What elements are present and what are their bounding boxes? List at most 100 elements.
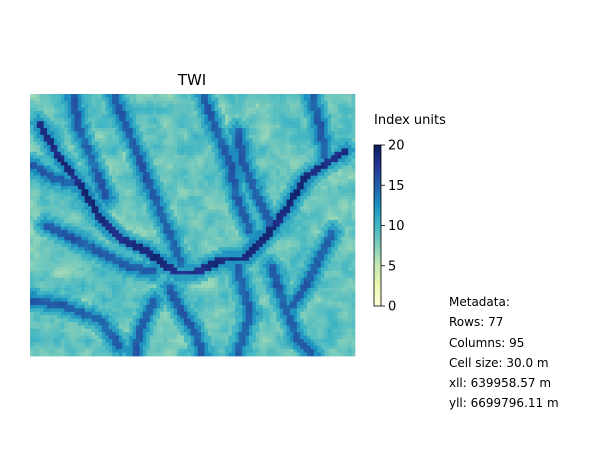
heatmap-cell <box>266 223 270 228</box>
heatmap-cell <box>47 219 51 224</box>
heatmap-cell <box>204 172 209 177</box>
heatmap-cell <box>177 158 181 163</box>
heatmap-cell <box>269 253 274 258</box>
heatmap-cell <box>57 107 62 112</box>
heatmap-cell <box>146 270 151 275</box>
heatmap-cell <box>351 240 356 245</box>
heatmap-cell <box>122 236 127 241</box>
heatmap-cell <box>286 158 291 163</box>
heatmap-cell <box>139 111 144 115</box>
heatmap-cell <box>149 148 154 153</box>
heatmap-cell <box>125 175 130 180</box>
heatmap-cell <box>214 199 219 204</box>
heatmap-cell <box>173 257 178 262</box>
heatmap-cell <box>125 270 130 275</box>
heatmap-cell <box>334 230 339 234</box>
heatmap-cell <box>112 182 116 187</box>
heatmap-cell <box>300 141 305 146</box>
heatmap-cell <box>91 131 96 136</box>
heatmap-cell <box>190 162 195 166</box>
heatmap-cell <box>303 155 308 159</box>
heatmap-cell <box>320 189 325 194</box>
heatmap-cell <box>115 260 120 265</box>
heatmap-cell <box>77 233 82 238</box>
heatmap-cell <box>214 138 219 142</box>
heatmap-cell <box>57 216 62 221</box>
heatmap-cell <box>166 124 171 129</box>
heatmap-cell <box>255 230 260 234</box>
heatmap-cell <box>231 185 236 190</box>
heatmap-cell <box>43 260 48 265</box>
heatmap-cell <box>98 192 103 197</box>
heatmap-cell <box>33 100 38 105</box>
heatmap-cell <box>351 213 356 217</box>
heatmap-cell <box>190 192 195 197</box>
heatmap-cell <box>235 175 240 180</box>
heatmap-cell <box>334 128 339 132</box>
heatmap-cell <box>272 151 277 156</box>
heatmap-cell <box>43 138 48 142</box>
heatmap-cell <box>136 185 140 190</box>
heatmap-cell <box>276 182 281 187</box>
heatmap-cell <box>156 138 161 142</box>
heatmap-cell <box>214 168 219 173</box>
heatmap-cell <box>177 240 181 245</box>
heatmap-cell <box>351 185 356 190</box>
heatmap-cell <box>300 97 305 102</box>
heatmap-cell <box>290 189 294 194</box>
heatmap-cell <box>183 172 188 177</box>
heatmap-cell <box>118 128 123 132</box>
heatmap-cell <box>313 145 318 149</box>
heatmap-cell <box>327 223 332 228</box>
heatmap-cell <box>132 151 137 156</box>
heatmap-cell <box>341 162 346 166</box>
heatmap-cell <box>245 250 250 255</box>
heatmap-cell <box>57 230 62 234</box>
heatmap-cell <box>204 117 209 122</box>
heatmap-cell <box>214 240 219 245</box>
heatmap-cell <box>320 264 325 268</box>
heatmap-cell <box>310 257 315 262</box>
heatmap-cell <box>279 202 284 207</box>
heatmap-cell <box>180 253 185 258</box>
heatmap-cell <box>327 131 332 136</box>
heatmap-cell <box>71 114 75 119</box>
heatmap-cell <box>163 94 168 98</box>
heatmap-cell <box>77 219 82 224</box>
heatmap-cell <box>351 196 356 200</box>
heatmap-cell <box>183 145 188 149</box>
heatmap-cell <box>187 117 192 122</box>
heatmap-cell <box>334 179 339 183</box>
heatmap-cell <box>30 240 34 245</box>
heatmap-cell <box>81 270 86 275</box>
heatmap-cell <box>60 114 65 119</box>
heatmap-cell <box>153 94 157 98</box>
heatmap-cell <box>149 175 154 180</box>
heatmap-cell <box>324 155 328 159</box>
heatmap-cell <box>255 267 260 272</box>
heatmap-cell <box>272 162 277 166</box>
heatmap-cell <box>84 100 89 105</box>
heatmap-cell <box>341 185 346 190</box>
heatmap-cell <box>95 179 99 183</box>
heatmap-cell <box>269 111 274 115</box>
heatmap-cell <box>163 172 168 177</box>
heatmap-cell <box>84 270 89 275</box>
heatmap-cell <box>139 213 144 217</box>
heatmap-cell <box>211 226 216 231</box>
heatmap-cell <box>84 94 89 98</box>
heatmap-cell <box>156 216 161 221</box>
heatmap-cell <box>194 240 198 245</box>
heatmap-cell <box>324 240 328 245</box>
heatmap-cell <box>197 189 202 194</box>
heatmap-cell <box>248 114 253 119</box>
heatmap-cell <box>101 223 106 228</box>
heatmap-cell <box>122 158 127 163</box>
heatmap-cell <box>300 158 305 163</box>
heatmap-cell <box>170 199 175 204</box>
heatmap-cell <box>351 233 356 238</box>
heatmap-cell <box>225 165 229 170</box>
heatmap-cell <box>269 247 274 251</box>
heatmap-cell <box>153 148 157 153</box>
heatmap-cell <box>91 213 96 217</box>
